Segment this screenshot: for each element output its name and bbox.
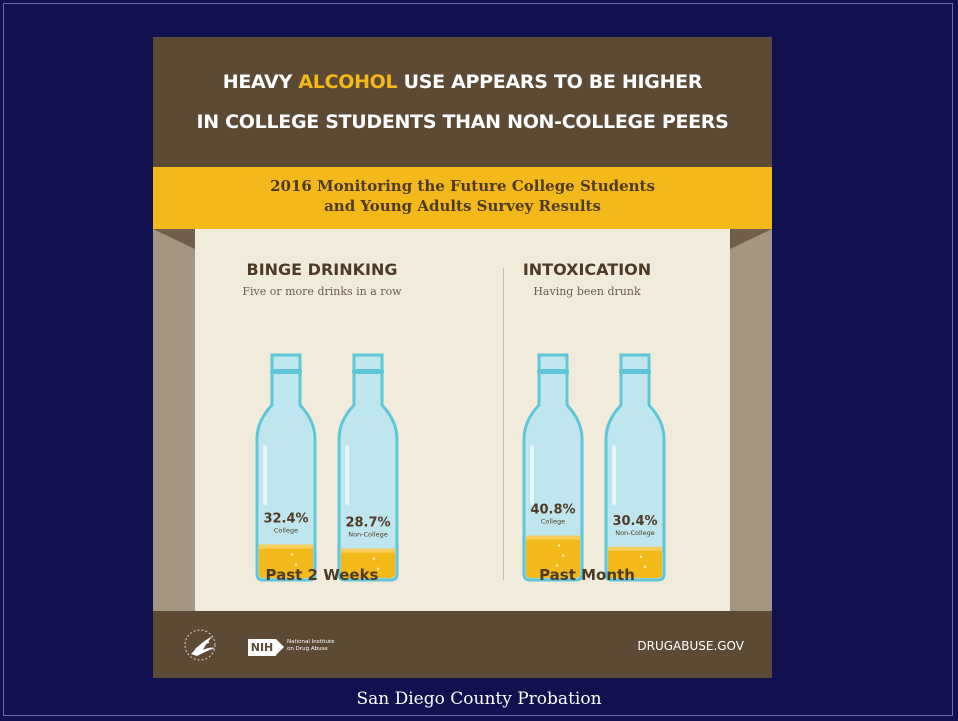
nih-logo-arrow-icon [276, 639, 284, 655]
panel-title-binge: BINGE DRINKING [246, 260, 398, 279]
bottle-neck-ring [270, 369, 302, 374]
slide-caption: San Diego County Probation [356, 689, 602, 709]
hhs-eagle-logo-icon [184, 629, 216, 661]
header-band: HEAVY ALCOHOL USE APPEARS TO BE HIGHER I… [153, 37, 772, 167]
panel-subtitle-intoxication: Having been drunk [533, 285, 641, 298]
bubble [557, 544, 561, 547]
data-label-value-1-0: 40.8% [530, 503, 575, 518]
bar-liquid-0-1 [341, 548, 395, 578]
panel-divider [503, 268, 504, 580]
slide-frame [3, 3, 953, 716]
bubble [290, 553, 294, 556]
data-label-series-0-0: College [274, 527, 298, 535]
ribbon-line-2: and Young Adults Survey Results [324, 197, 601, 215]
nih-org-line-1: National Institute [287, 639, 335, 645]
nih-logo: NIH [248, 639, 276, 656]
period-label-intoxication: Past Month [539, 566, 635, 584]
bottle-chart: 32.4%College 28.7%Non-College40.8%College… [255, 353, 666, 582]
footer-band: NIH National Institute on Drug Abuse DRU… [153, 611, 772, 678]
website-label: DRUGABUSE.GOV [637, 639, 744, 653]
bottle-highlight [263, 445, 267, 505]
bottle-highlight [530, 445, 534, 505]
chart-panel: BINGE DRINKING Five or more drinks in a … [195, 229, 730, 611]
bar-liquid-top-0-1 [341, 548, 395, 553]
bubble [643, 565, 647, 569]
headline-line-1: HEAVY ALCOHOL USE APPEARS TO BE HIGHER [153, 71, 772, 93]
headline-line-2: IN COLLEGE STUDENTS THAN NON-COLLEGE PEE… [196, 111, 729, 133]
data-label-value-0-1: 28.7% [345, 516, 390, 531]
bubble [294, 563, 298, 566]
nih-org-line-2: on Drug Abuse [287, 646, 328, 652]
bottle-highlight [612, 445, 616, 505]
bottle-highlight [345, 445, 349, 505]
data-label-series-1-0: College [541, 518, 565, 526]
period-label-binge: Past 2 Weeks [265, 566, 379, 584]
bar-liquid-1-1 [608, 546, 662, 578]
headline-text-post: USE APPEARS TO BE HIGHER [397, 71, 703, 93]
bar-liquid-top-0-0 [259, 544, 313, 549]
headline-text-pre: HEAVY [222, 71, 299, 93]
bubble [376, 567, 380, 570]
bar-liquid-top-1-0 [526, 535, 580, 540]
data-label-value-0-0: 32.4% [263, 512, 308, 527]
bubble [563, 572, 567, 575]
panel-title-intoxication: INTOXICATION [522, 260, 652, 279]
bubble [555, 564, 559, 567]
bubble [561, 554, 565, 557]
panel-subtitle-binge: Five or more drinks in a row [242, 285, 402, 298]
data-label-series-1-1: Non-College [615, 529, 655, 537]
headline-accent-word: ALCOHOL [298, 71, 398, 93]
bubble [639, 555, 643, 559]
ribbon-line-1: 2016 Monitoring the Future College Stude… [270, 177, 655, 195]
bottle-glass [337, 353, 399, 582]
bottle-neck-ring [619, 369, 651, 374]
infographic: HEAVY ALCOHOL USE APPEARS TO BE HIGHER I… [153, 37, 772, 678]
bar-liquid-top-1-1 [608, 546, 662, 551]
bubble [372, 557, 376, 560]
bar-liquid-0-0 [259, 544, 313, 578]
data-label-series-0-1: Non-College [348, 531, 388, 539]
nih-org-name: National Institute on Drug Abuse [287, 639, 357, 653]
bar-liquid-1-0 [526, 535, 580, 578]
data-label-value-1-1: 30.4% [612, 514, 657, 529]
ribbon-fold-shading [153, 229, 772, 249]
bottle-glass [604, 353, 666, 582]
bottle-neck-ring [352, 369, 384, 374]
survey-ribbon: 2016 Monitoring the Future College Stude… [153, 167, 772, 229]
bottle-neck-ring [537, 369, 569, 374]
bottle-glass [522, 353, 584, 582]
bottle-glass [255, 353, 317, 582]
